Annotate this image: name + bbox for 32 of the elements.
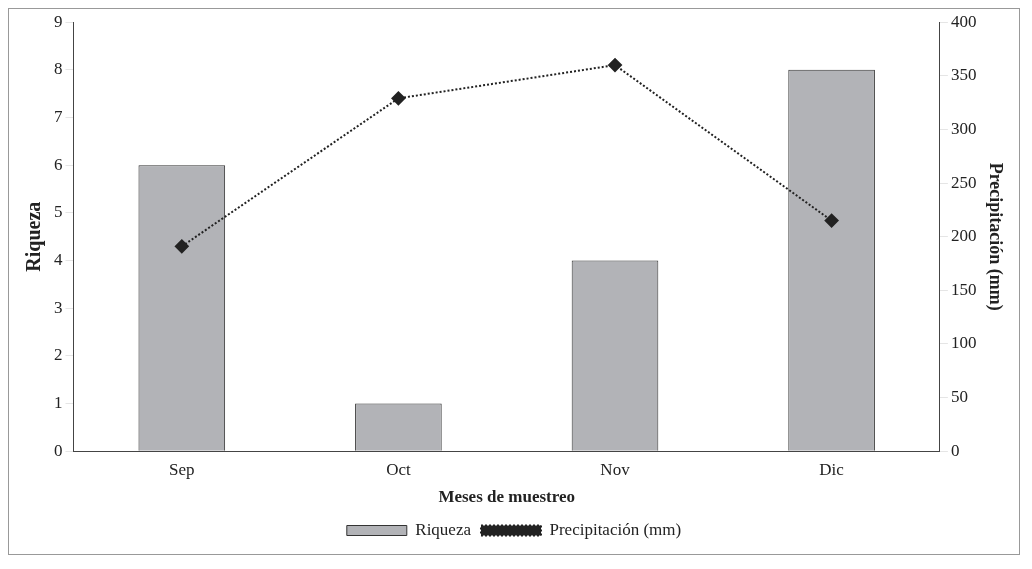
legend-label: Riqueza — [415, 519, 472, 539]
y2-tick-label: 200 — [950, 226, 977, 246]
y2-tick-label: 150 — [950, 279, 977, 299]
y-tick-label: 5 — [54, 202, 63, 222]
y-tick-label: 2 — [54, 345, 63, 365]
point — [608, 58, 622, 73]
y-tick-label: 3 — [54, 297, 63, 317]
y-tick-label: 4 — [54, 250, 63, 269]
y2-tick-label: 100 — [950, 333, 977, 353]
x-axis-title: Meses de muestreo — [438, 487, 575, 507]
x-tick-label: Sep — [169, 459, 195, 479]
x-tick-label: Nov — [600, 459, 631, 479]
y2-tick-label: 400 — [950, 11, 977, 31]
legend-label: Precipitación (mm) — [549, 519, 682, 539]
y-tick-label: 1 — [54, 393, 63, 412]
point — [174, 239, 189, 254]
y-tick-label: 9 — [54, 11, 63, 31]
y2-tick-label: 50 — [950, 387, 968, 407]
y2-tick-label: 0 — [950, 440, 960, 460]
y-tick-label: 6 — [54, 154, 63, 174]
point — [391, 91, 406, 106]
x-tick-label: Dic — [819, 459, 845, 479]
point — [824, 213, 839, 228]
y-tick-label: 7 — [54, 107, 63, 126]
y-axis-title: Riqueza — [22, 201, 46, 272]
y2-tick-label: 250 — [950, 172, 977, 192]
y2-axis-title: Precipitación (mm) — [984, 162, 1006, 311]
y2-tick-label: 300 — [950, 118, 977, 138]
y-tick-label: 8 — [54, 59, 63, 79]
y-tick-label: 0 — [54, 440, 63, 460]
y2-tick-label: 350 — [950, 65, 977, 85]
x-tick-label: Oct — [386, 459, 411, 479]
